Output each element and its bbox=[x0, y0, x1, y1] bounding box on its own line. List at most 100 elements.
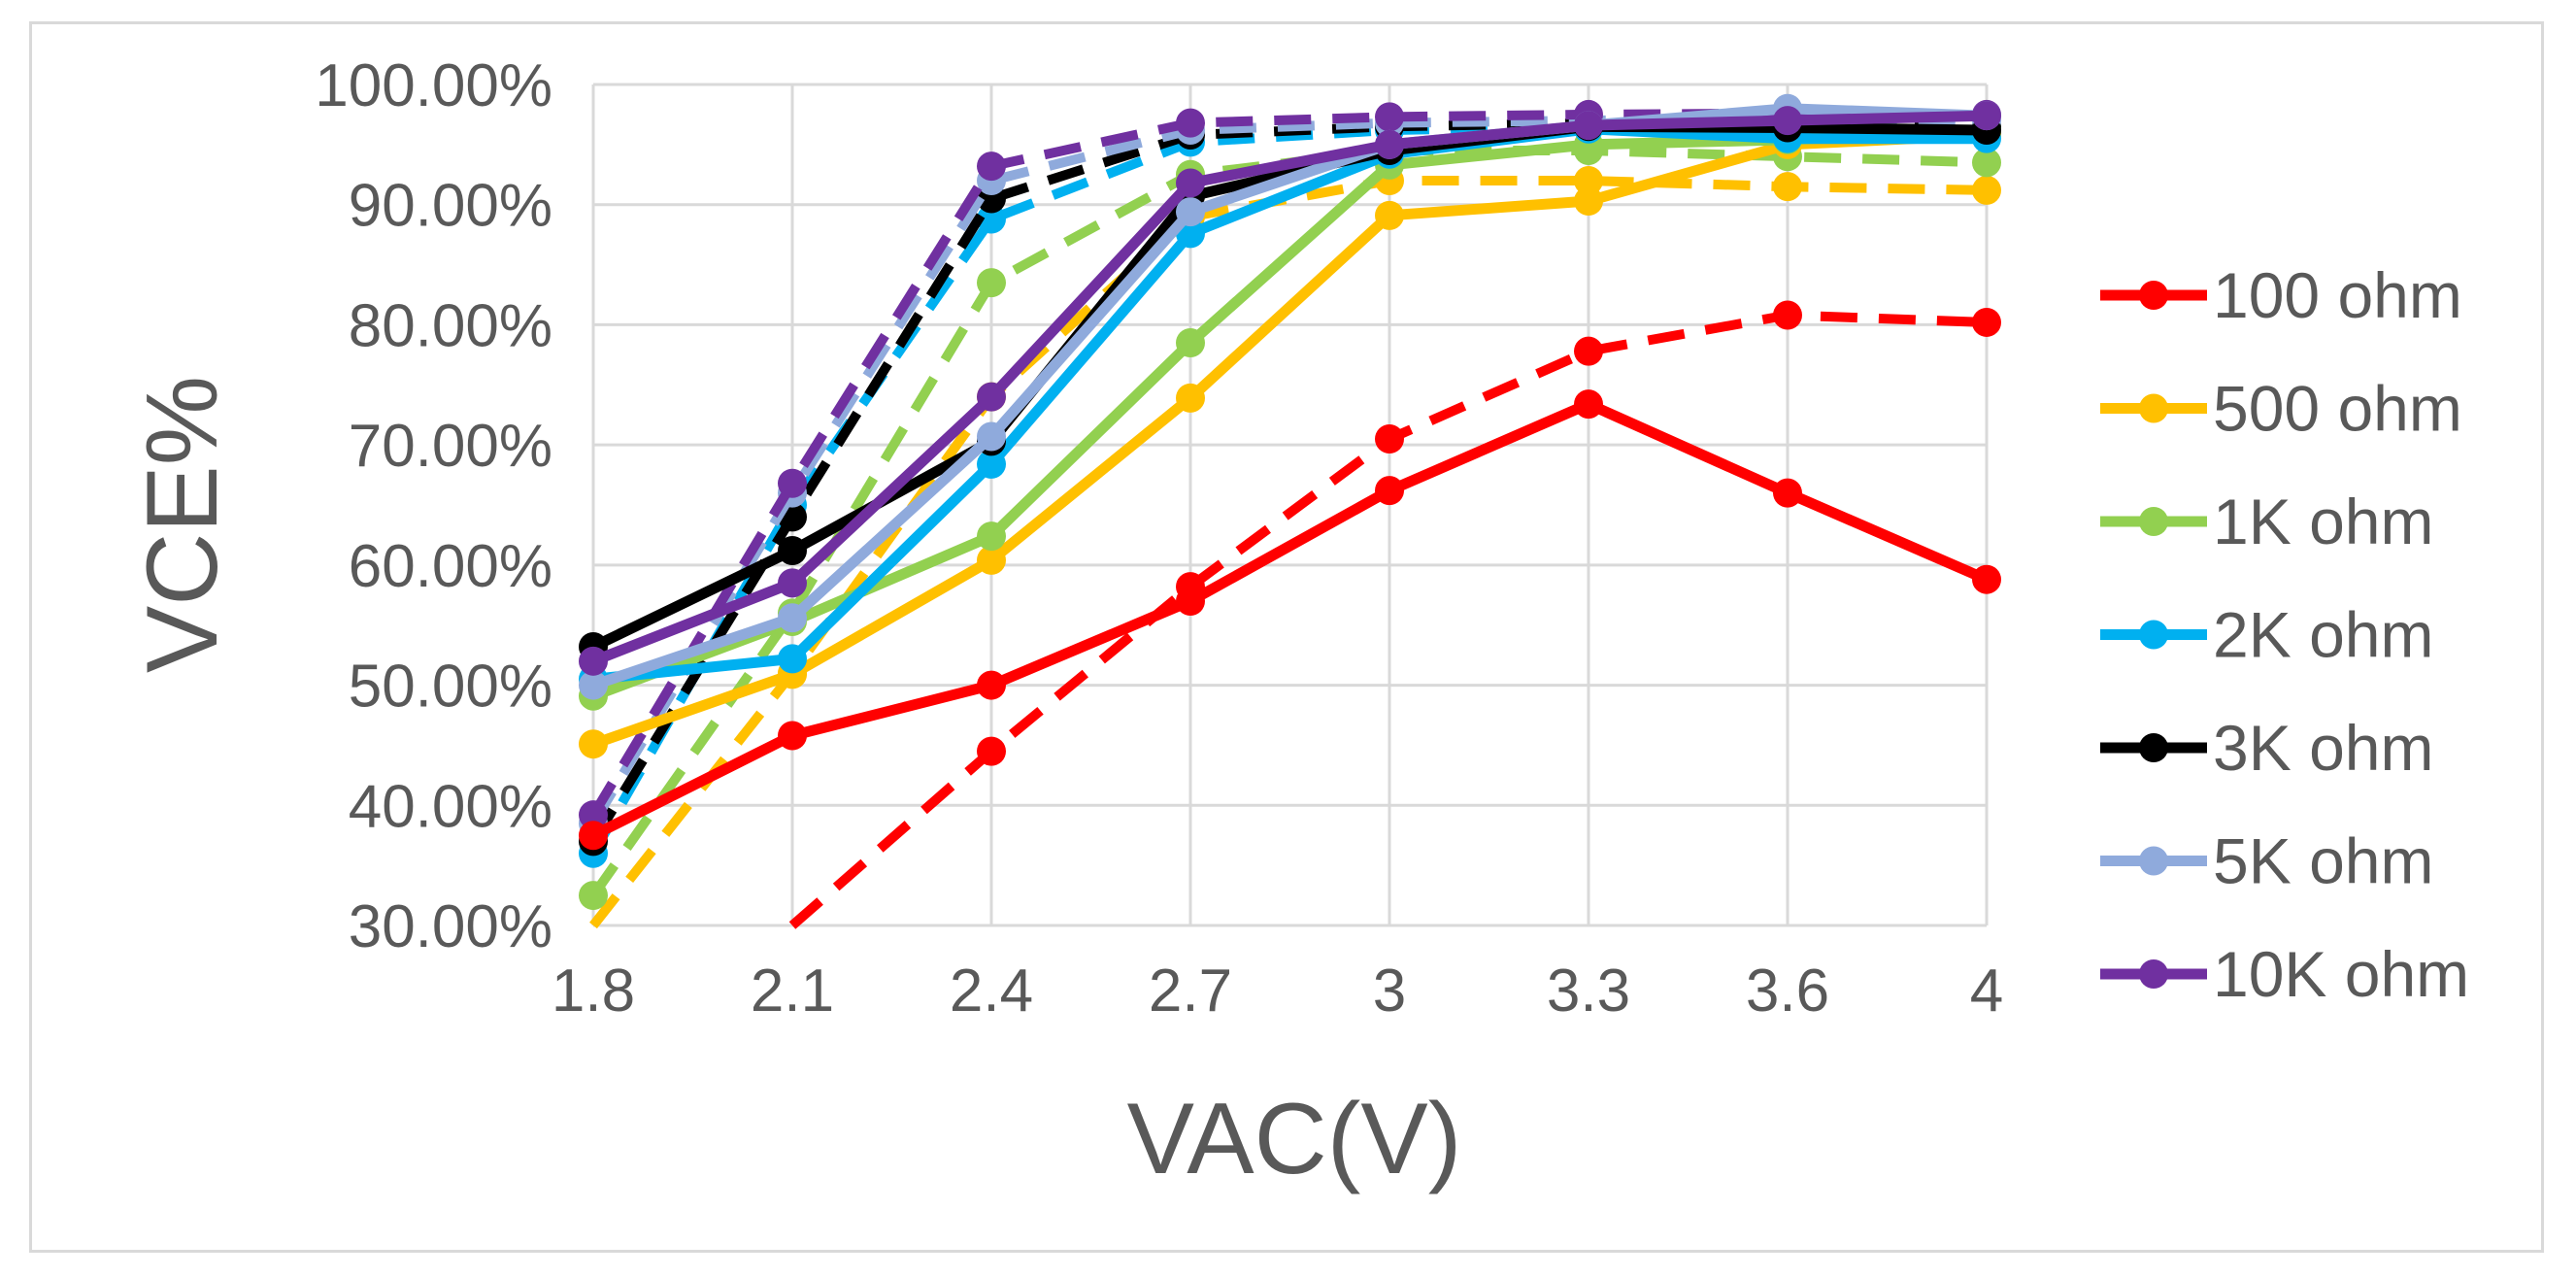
legend-item-100-ohm: 100 ohm bbox=[2100, 259, 2462, 331]
data-point bbox=[778, 536, 807, 566]
x-tick-label: 3.6 bbox=[1746, 958, 1829, 1025]
legend-swatch-marker bbox=[2139, 281, 2168, 310]
series-10k-ohm-solid bbox=[579, 101, 2001, 676]
series-100-ohm-dashed bbox=[788, 300, 2001, 929]
y-tick-label: 80.00% bbox=[349, 292, 552, 359]
y-axis-title: VCE% bbox=[126, 376, 239, 673]
data-point bbox=[1773, 106, 1802, 136]
solid-series bbox=[579, 93, 2001, 851]
data-point bbox=[1972, 101, 2001, 131]
data-point bbox=[778, 568, 807, 598]
data-point bbox=[977, 545, 1006, 575]
data-point bbox=[1574, 111, 1603, 141]
legend-item-2k-ohm: 2K ohm bbox=[2100, 599, 2433, 671]
data-point bbox=[1375, 129, 1404, 159]
legend: 100 ohm 500 ohm 1K ohm 2K ohm 3K ohm 5K ohm 10… bbox=[2100, 259, 2469, 1010]
data-point bbox=[579, 729, 608, 759]
legend-label: 5K ohm bbox=[2213, 825, 2433, 897]
data-point bbox=[1176, 197, 1205, 227]
y-tick-label: 40.00% bbox=[349, 773, 552, 840]
x-axis-title: VAC(V) bbox=[1127, 1083, 1462, 1195]
data-point bbox=[1972, 148, 2001, 178]
x-tick-label: 2.4 bbox=[950, 958, 1033, 1025]
data-point bbox=[1375, 102, 1404, 132]
data-point bbox=[1176, 108, 1205, 138]
x-tick-label: 3.3 bbox=[1547, 958, 1630, 1025]
data-point bbox=[579, 821, 608, 851]
y-tick-label: 30.00% bbox=[349, 893, 552, 960]
data-point bbox=[1375, 200, 1404, 230]
chart-frame: 30.00% 40.00% 50.00% 60.00% 70.00% 80.00% 90.0… bbox=[29, 21, 2544, 1253]
data-point bbox=[977, 421, 1006, 452]
data-point bbox=[977, 151, 1006, 182]
data-point bbox=[778, 603, 807, 633]
data-point bbox=[1574, 186, 1603, 217]
data-point bbox=[1176, 383, 1205, 413]
legend-label: 10K ohm bbox=[2213, 938, 2469, 1010]
data-point bbox=[1176, 586, 1205, 616]
series-line bbox=[590, 398, 1990, 841]
legend-item-1k-ohm: 1K ohm bbox=[2100, 486, 2433, 557]
legend-item-5k-ohm: 5K ohm bbox=[2100, 825, 2433, 897]
data-point bbox=[579, 670, 608, 700]
series-line bbox=[590, 110, 1988, 666]
data-point bbox=[1773, 300, 1802, 330]
data-point bbox=[579, 881, 608, 911]
line-chart: 30.00% 40.00% 50.00% 60.00% 70.00% 80.00% 90.0… bbox=[126, 52, 2469, 1195]
y-tick-label: 70.00% bbox=[349, 413, 552, 480]
x-tick-labels: 1.8 2.1 2.4 2.7 3 3.3 3.6 4 bbox=[552, 958, 2003, 1025]
legend-label: 3K ohm bbox=[2213, 712, 2433, 784]
data-point bbox=[579, 646, 608, 676]
x-tick-label: 3 bbox=[1373, 958, 1406, 1025]
x-tick-label: 1.8 bbox=[552, 958, 635, 1025]
data-point bbox=[778, 644, 807, 674]
legend-swatch-marker bbox=[2139, 846, 2168, 876]
y-tick-label: 60.00% bbox=[349, 533, 552, 600]
y-tick-label: 90.00% bbox=[349, 173, 552, 240]
data-point bbox=[1574, 389, 1603, 420]
data-point bbox=[977, 449, 1006, 479]
data-point bbox=[1375, 423, 1404, 454]
data-point bbox=[778, 721, 807, 751]
legend-label: 500 ohm bbox=[2213, 373, 2462, 445]
legend-item-10k-ohm: 10K ohm bbox=[2100, 938, 2469, 1010]
data-point bbox=[977, 736, 1006, 766]
data-point bbox=[1773, 478, 1802, 508]
data-point bbox=[977, 670, 1006, 700]
x-tick-label: 2.7 bbox=[1149, 958, 1232, 1025]
legend-item-500-ohm: 500 ohm bbox=[2100, 373, 2462, 445]
series-line bbox=[588, 113, 1988, 826]
data-point bbox=[1972, 175, 2001, 205]
legend-label: 2K ohm bbox=[2213, 599, 2433, 671]
legend-swatch-marker bbox=[2139, 393, 2168, 423]
data-point bbox=[1972, 307, 2001, 337]
legend-item-3k-ohm: 3K ohm bbox=[2100, 712, 2433, 784]
legend-label: 100 ohm bbox=[2213, 259, 2462, 331]
y-tick-label: 100.00% bbox=[315, 52, 552, 119]
data-point bbox=[778, 468, 807, 498]
data-point bbox=[977, 382, 1006, 412]
legend-swatch-marker bbox=[2139, 733, 2168, 762]
series-line bbox=[592, 123, 1987, 685]
series-100-ohm-solid bbox=[579, 389, 2001, 851]
data-point bbox=[1375, 476, 1404, 506]
legend-swatch-marker bbox=[2139, 959, 2168, 989]
legend-label: 1K ohm bbox=[2213, 486, 2433, 557]
y-tick-label: 50.00% bbox=[349, 654, 552, 721]
data-point bbox=[1574, 336, 1603, 366]
data-point bbox=[977, 204, 1006, 234]
data-point bbox=[1972, 564, 2001, 594]
data-point bbox=[579, 800, 608, 830]
series-line bbox=[591, 129, 1988, 750]
x-tick-label: 2.1 bbox=[751, 958, 834, 1025]
data-point bbox=[977, 521, 1006, 552]
series-line bbox=[591, 103, 1988, 690]
legend-swatch-marker bbox=[2139, 507, 2168, 536]
data-point bbox=[1773, 172, 1802, 202]
series-line bbox=[588, 108, 1988, 818]
data-point bbox=[1176, 327, 1205, 357]
data-point bbox=[1574, 165, 1603, 195]
data-point bbox=[1176, 168, 1205, 198]
data-point bbox=[977, 268, 1006, 298]
y-tick-labels: 30.00% 40.00% 50.00% 60.00% 70.00% 80.00% 90.0… bbox=[315, 52, 552, 960]
